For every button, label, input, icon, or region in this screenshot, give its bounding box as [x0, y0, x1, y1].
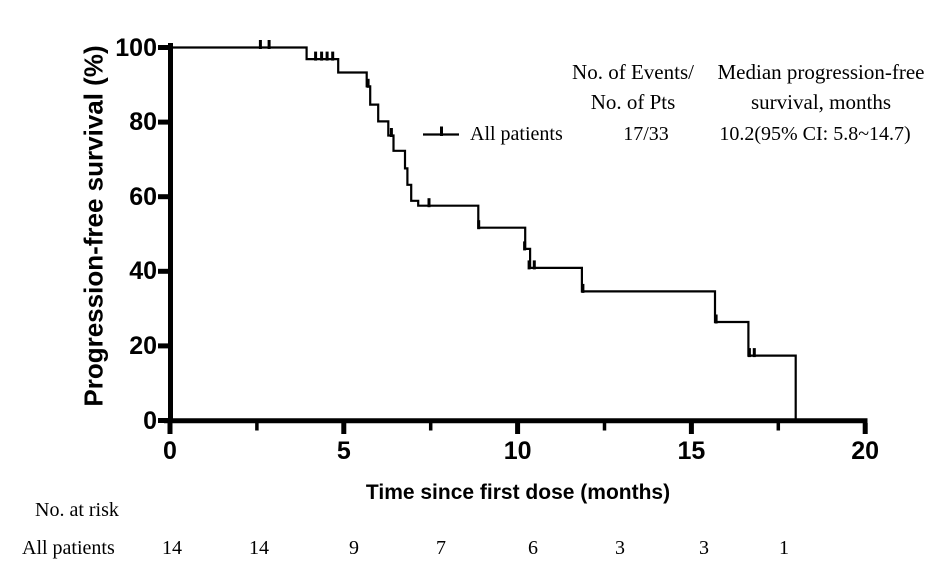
y-tick-label: 100 [115, 33, 157, 62]
y-tick-label: 40 [129, 257, 157, 286]
y-tick-label: 20 [129, 331, 157, 360]
y-tick-label: 0 [143, 406, 157, 435]
legend-events-value: 17/33 [623, 123, 669, 145]
at-risk-title: No. at risk [35, 499, 119, 521]
x-tick-label: 15 [677, 437, 706, 465]
km-curve-all-patients [168, 46, 797, 421]
median-column-header-line1: Median progression-free [717, 60, 925, 84]
at-risk-count: 3 [699, 537, 709, 559]
x-axis-title: Time since first dose (months) [365, 481, 671, 504]
at-risk-count: 3 [615, 537, 625, 559]
x-tick-label: 0 [163, 437, 177, 465]
events-column-header-line1: No. of Events/ [572, 60, 694, 84]
at-risk-count: 14 [162, 537, 182, 559]
at-risk-count: 14 [249, 537, 269, 559]
median-column-header: Median progression-free survival, months [717, 57, 924, 117]
legend-series-label: All patients [470, 123, 563, 145]
median-column-header-line2: survival, months [750, 90, 891, 114]
y-tick-label: 80 [129, 108, 157, 137]
at-risk-count: 9 [349, 537, 359, 559]
x-tick-label: 20 [851, 437, 880, 465]
x-tick-label: 5 [336, 437, 351, 465]
events-column-header: No. of Events/ No. of Pts [572, 57, 694, 117]
x-tick-label: 10 [503, 437, 532, 465]
at-risk-count: 7 [436, 537, 446, 559]
legend-median-value: 10.2(95% CI: 5.8~14.7) [719, 123, 911, 145]
events-column-header-line2: No. of Pts [590, 90, 676, 114]
y-tick-label: 60 [129, 182, 157, 211]
at-risk-count: 1 [779, 537, 789, 559]
at-risk-count: 6 [528, 537, 538, 559]
at-risk-row-label: All patients [22, 537, 115, 559]
